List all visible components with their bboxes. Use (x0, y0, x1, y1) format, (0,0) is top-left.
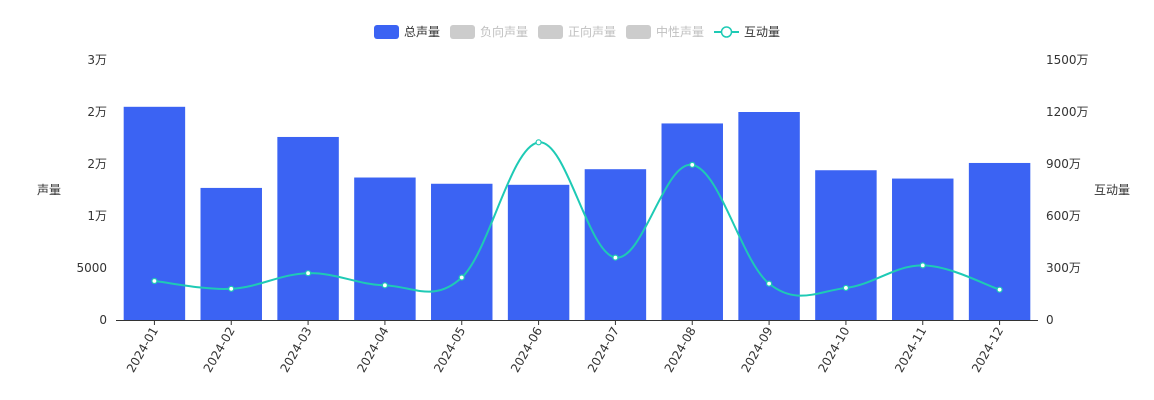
line-point[interactable] (689, 161, 696, 168)
line-point[interactable] (381, 282, 389, 289)
x-tick-label: 2024-08 (662, 325, 699, 375)
bar[interactable] (507, 184, 570, 320)
line-point[interactable] (458, 274, 465, 281)
line-point[interactable] (228, 285, 235, 292)
chart-legend: 总声量 负向声量 正向声量 中性声量 互动量 (374, 24, 780, 39)
x-tick-label: 2024-01 (124, 325, 161, 375)
y-right-tick-label: 300万 (1046, 261, 1081, 275)
legend-swatch (374, 25, 399, 39)
y-right-tick-label: 1200万 (1046, 105, 1089, 119)
y-right-tick-label: 900万 (1046, 157, 1081, 171)
y-left-axis-label: 声量 (37, 183, 61, 197)
bar[interactable] (277, 136, 339, 320)
bar[interactable] (661, 123, 723, 320)
x-tick-label: 2024-09 (738, 325, 775, 375)
legend-label: 互动量 (744, 25, 780, 39)
bar[interactable] (892, 178, 954, 320)
bar[interactable] (584, 169, 647, 320)
bar[interactable] (200, 187, 262, 320)
x-tick-label: 2024-04 (354, 325, 391, 375)
bar[interactable] (738, 112, 800, 320)
y-left-tick-label: 1万 (87, 209, 107, 223)
legend-label: 总声量 (404, 25, 440, 39)
y-right-tick-label: 600万 (1046, 209, 1081, 223)
legend-item-total[interactable]: 总声量 (374, 25, 440, 39)
bar[interactable] (815, 170, 877, 320)
legend-label: 中性声量 (656, 24, 704, 39)
legend-label: 负向声量 (480, 24, 528, 39)
bar[interactable] (968, 162, 1031, 320)
line-point[interactable] (919, 262, 926, 269)
line-point[interactable] (996, 286, 1003, 293)
legend-label: 正向声量 (568, 24, 616, 39)
x-axis-ticks: 2024-01 2024-02 2024-03 2024-04 2024-05 2024-… (124, 320, 1006, 375)
legend-swatch (450, 25, 475, 39)
y-left-ticks: 0 5000 1万 2万 2万 3万 (76, 53, 107, 327)
line-points (151, 139, 1003, 293)
bar-series (123, 106, 1031, 320)
x-tick-label: 2024-02 (201, 325, 238, 375)
bar[interactable] (431, 183, 493, 320)
y-right-tick-label: 0 (1046, 313, 1054, 327)
x-tick-label: 2024-10 (815, 325, 852, 375)
line-point[interactable] (304, 270, 312, 277)
line-point[interactable] (535, 139, 542, 146)
y-left-tick-label: 0 (99, 313, 107, 327)
y-left-tick-label: 3万 (87, 53, 107, 67)
y-left-tick-label: 2万 (87, 105, 107, 119)
x-tick-label: 2024-12 (969, 324, 1006, 374)
line-point[interactable] (612, 254, 619, 261)
line-point[interactable] (842, 284, 850, 292)
bar[interactable] (123, 106, 186, 320)
legend-item-positive[interactable]: 正向声量 (538, 24, 616, 39)
x-tick-label: 2024-06 (508, 325, 545, 375)
x-tick-label: 2024-05 (431, 325, 468, 375)
bar[interactable] (354, 177, 416, 320)
line-point[interactable] (765, 280, 773, 287)
legend-item-negative[interactable]: 负向声量 (450, 24, 528, 39)
x-tick-label: 2024-03 (277, 325, 314, 375)
legend-swatch (538, 25, 563, 39)
y-right-ticks: 0 300万 600万 900万 1200万 1500万 (1046, 53, 1089, 327)
x-tick-label: 2024-11 (892, 325, 929, 375)
legend-item-interaction[interactable]: 互动量 (714, 25, 780, 39)
legend-item-neutral[interactable]: 中性声量 (626, 24, 704, 39)
legend-marker (720, 26, 733, 38)
y-right-axis-label: 互动量 (1094, 183, 1130, 197)
y-left-tick-label: 2万 (87, 157, 107, 171)
x-tick-label: 2024-07 (585, 325, 622, 375)
y-right-tick-label: 1500万 (1046, 53, 1089, 67)
y-left-tick-label: 5000 (76, 261, 107, 275)
legend-swatch (626, 25, 651, 39)
line-point[interactable] (151, 277, 158, 285)
